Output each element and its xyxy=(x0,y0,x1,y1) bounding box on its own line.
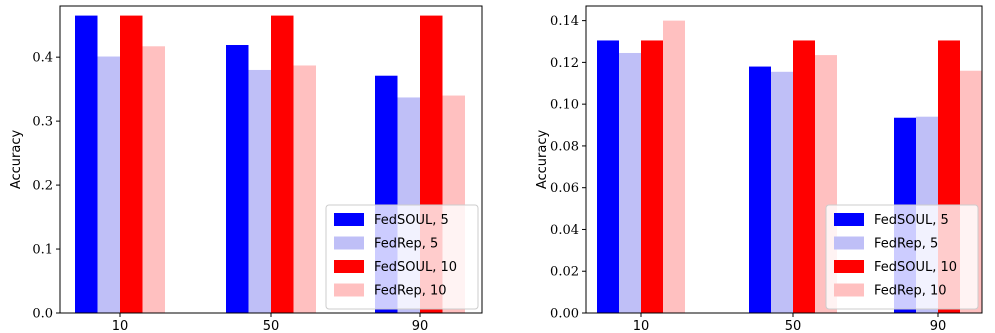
y-tick-label: 0.02 xyxy=(550,265,579,280)
bar-2-s2-c2 xyxy=(771,71,793,313)
legend-label: FedSOUL, 5 xyxy=(874,213,949,228)
y-tick-label: 0.06 xyxy=(550,181,579,196)
plot-frame xyxy=(585,5,983,314)
bar-1-s1-c2 xyxy=(226,45,249,313)
legend-label: FedRep, 10 xyxy=(374,284,447,299)
legend-swatch xyxy=(334,236,364,250)
legend-label: FedSOUL, 5 xyxy=(374,213,449,228)
legend-swatch xyxy=(834,260,864,273)
bar-1-s2-c2 xyxy=(248,69,271,314)
legend-swatch xyxy=(334,260,364,273)
legend-swatch xyxy=(834,236,864,250)
y-axis-label: Accuracy xyxy=(9,130,24,190)
bar-1-s4-c2 xyxy=(293,65,316,313)
chart-panel-2: 0.00 0.02 0.04 0.06 0.08 0.10 0.12 0.14 10 50 90 Ac… xyxy=(535,5,983,333)
legend-box xyxy=(825,204,979,310)
legend-swatch xyxy=(334,283,364,297)
bar-2-s3-c2 xyxy=(793,40,815,314)
legend-label: FedRep, 5 xyxy=(374,237,438,252)
x-tick-label: 90 xyxy=(412,319,429,333)
x-tick-label: 50 xyxy=(263,319,280,333)
legend: FedSOUL, 5 FedRep, 5 FedSOUL, 10 FedRep, 10 xyxy=(825,204,979,310)
legend-label: FedRep, 10 xyxy=(874,284,947,299)
bar-2-s1-c2 xyxy=(749,66,771,313)
bar-2-s3-c1 xyxy=(641,40,663,314)
y-axis-label: Accuracy xyxy=(535,130,550,190)
y-tick-label: 0.14 xyxy=(550,14,579,29)
legend-label: FedRep, 5 xyxy=(874,237,938,252)
y-tick-label: 0.3 xyxy=(32,115,53,130)
bar-1-s2-c1 xyxy=(97,56,120,313)
bar-2-s1-c1 xyxy=(597,40,619,314)
x-tick-label: 50 xyxy=(785,319,802,333)
y-tick-label: 0.04 xyxy=(550,223,579,238)
y-tick-label: 0.08 xyxy=(550,139,579,154)
y-tick-label: 0.12 xyxy=(550,56,579,71)
bar-1-s3-c1 xyxy=(120,15,143,314)
legend: FedSOUL, 5 FedRep, 5 FedSOUL, 10 FedRep, 10 xyxy=(325,204,479,310)
bar-1-s3-c2 xyxy=(271,15,294,314)
x-tick-label: 90 xyxy=(930,319,947,333)
y-tick-label: 0.2 xyxy=(32,179,53,194)
bar-1-s4-c1 xyxy=(142,46,165,313)
legend-box xyxy=(325,204,479,310)
bar-2-s2-c1 xyxy=(619,52,641,314)
x-tick-label: 10 xyxy=(633,319,650,333)
y-tick-label: 0.1 xyxy=(32,243,53,258)
bar-1-s1-c1 xyxy=(75,15,98,314)
y-tick-label: 0.4 xyxy=(32,51,53,66)
legend-label: FedSOUL, 10 xyxy=(374,260,457,275)
y-tick-label: 0.10 xyxy=(550,98,579,113)
legend-swatch xyxy=(834,283,864,297)
y-tick-label: 0.0 xyxy=(32,307,53,322)
legend-swatch xyxy=(334,213,364,226)
x-tick-label: 10 xyxy=(112,319,129,333)
legend-label: FedSOUL, 10 xyxy=(874,260,957,275)
y-tick-label: 0.00 xyxy=(550,307,579,322)
legend-swatch xyxy=(834,213,864,226)
bar-2-s4-c1 xyxy=(663,20,685,314)
